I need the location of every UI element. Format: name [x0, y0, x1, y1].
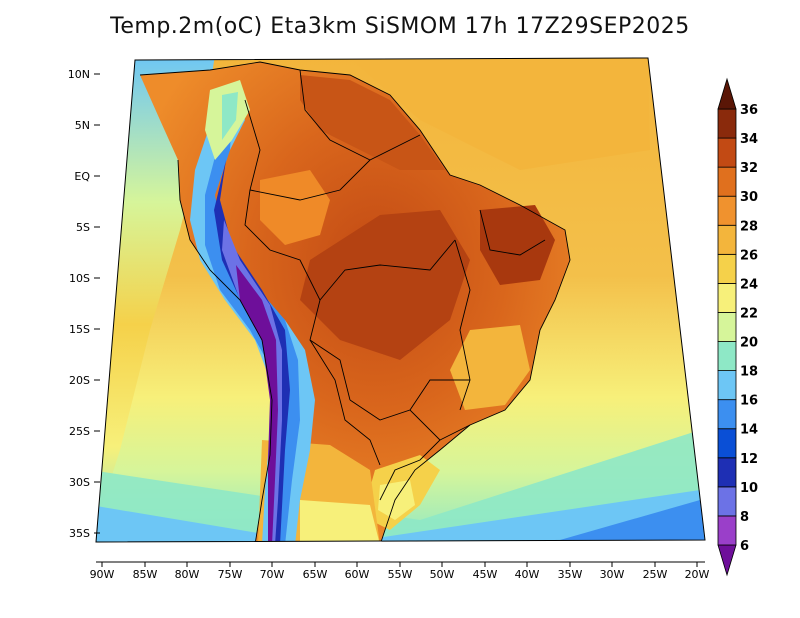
- colorbar-segment: [717, 282, 737, 313]
- lon-label: 45W: [473, 568, 498, 581]
- lon-labels: 90W 85W 80W 75W 70W 65W 60W 55W 50W 45W …: [90, 568, 710, 581]
- colorbar-label: 24: [740, 277, 758, 292]
- lon-label: 35W: [558, 568, 583, 581]
- colorbar-overflow: [717, 77, 737, 110]
- lon-label: 55W: [388, 568, 413, 581]
- colorbar-label: 12: [740, 452, 758, 467]
- lat-label: 25S: [69, 425, 90, 438]
- lon-label: 40W: [515, 568, 540, 581]
- colorbar-segment: [717, 312, 737, 342]
- country-borders: [139, 61, 571, 542]
- lon-label: 50W: [430, 568, 455, 581]
- colorbar-label: 10: [740, 481, 758, 496]
- colorbar-label: 26: [740, 248, 758, 263]
- colorbar-label: 6: [740, 539, 749, 554]
- colorbar-underflow: [717, 544, 737, 577]
- colorbar-label: 32: [740, 161, 758, 176]
- colorbar-segment: [717, 253, 737, 284]
- lon-label: 75W: [218, 568, 243, 581]
- colorbar-segment: [717, 399, 737, 430]
- lon-label: 30W: [600, 568, 625, 581]
- colorbar-segment: [717, 166, 737, 197]
- lon-label: 85W: [133, 568, 158, 581]
- map-title: Temp.2m(oC) Eta3km SiSMOM 17h 17Z29SEP20…: [110, 14, 690, 39]
- colorbar-segment: [717, 370, 737, 401]
- colorbar-label: 14: [740, 423, 758, 438]
- colorbar-label: 22: [740, 306, 758, 321]
- colorbar-segment: [717, 195, 737, 226]
- map-frame: [95, 57, 706, 543]
- colorbar-label: 8: [740, 510, 749, 525]
- colorbar-segment: [717, 224, 737, 255]
- lon-label: 65W: [303, 568, 328, 581]
- lat-tick-marks: [94, 73, 100, 534]
- lat-label: 20S: [69, 374, 90, 387]
- lon-label: 90W: [90, 568, 115, 581]
- lat-label: 10N: [68, 68, 90, 81]
- colorbar-label: 34: [740, 132, 758, 147]
- lat-label: 30S: [69, 476, 90, 489]
- temperature-field: [96, 58, 705, 542]
- colorbar-segment: [717, 515, 737, 546]
- colorbar-label: 36: [740, 103, 758, 118]
- colorbar-label: 16: [740, 394, 758, 409]
- colorbar: 6 8 10 12 14 16 18 20 22 24 26 28 30 32 34 36: [717, 77, 758, 577]
- colorbar-segment: [717, 137, 737, 168]
- lat-label: 15S: [69, 323, 90, 336]
- colorbar-segment: [717, 341, 737, 371]
- lat-label: 35S: [69, 527, 90, 540]
- colorbar-segment: [717, 457, 737, 488]
- lon-tick-marks: [101, 562, 698, 567]
- lat-label: 10S: [69, 272, 90, 285]
- colorbar-label: 20: [740, 336, 758, 351]
- lat-label: 5N: [75, 119, 90, 132]
- lon-label: 60W: [345, 568, 370, 581]
- lat-label: 5S: [76, 221, 90, 234]
- lon-label: 20W: [685, 568, 710, 581]
- colorbar-label: 30: [740, 190, 758, 205]
- lat-label: EQ: [74, 170, 90, 183]
- colorbar-segment: [717, 428, 737, 459]
- colorbar-label: 28: [740, 219, 758, 234]
- lon-label: 25W: [643, 568, 668, 581]
- lat-labels: 10N 5N EQ 5S 10S 15S 20S 25S 30S 35S: [68, 68, 91, 540]
- lon-label: 70W: [260, 568, 285, 581]
- colorbar-segment: [717, 486, 737, 517]
- colorbar-label: 18: [740, 365, 758, 380]
- colorbar-segment: [717, 108, 737, 139]
- lon-label: 80W: [175, 568, 200, 581]
